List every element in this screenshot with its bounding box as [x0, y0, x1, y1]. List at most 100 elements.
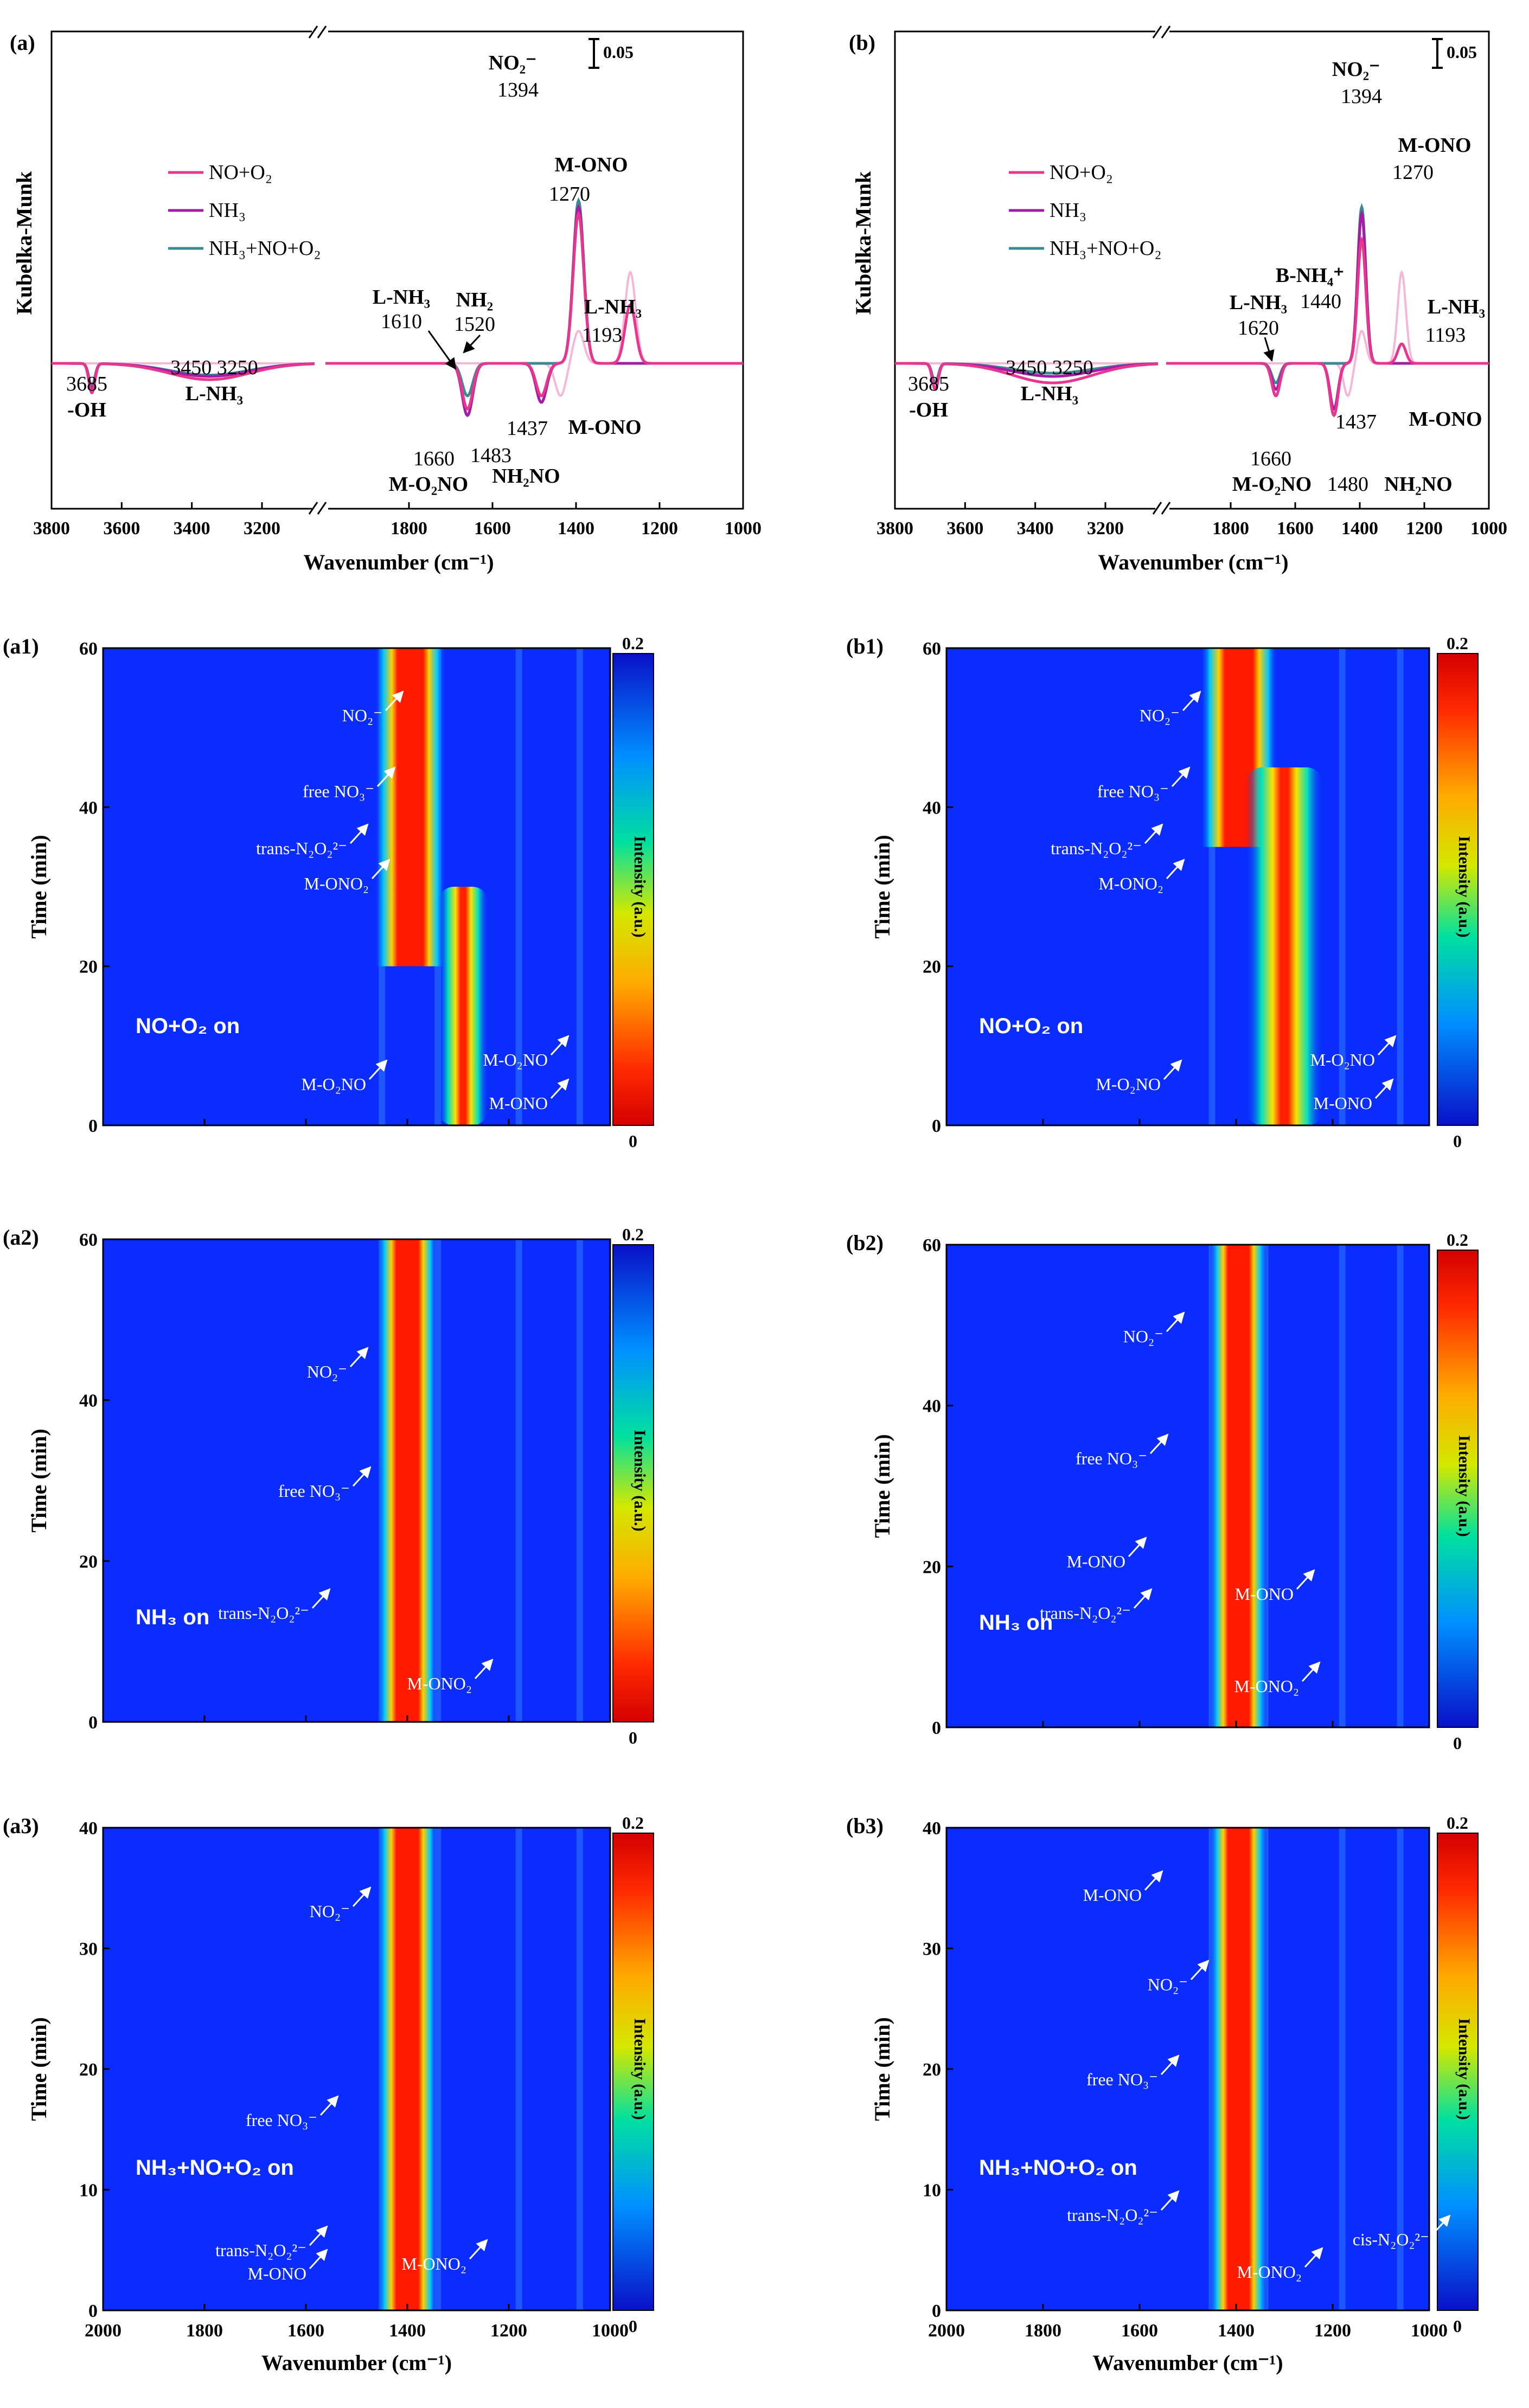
heatmap-background — [946, 1828, 1429, 2310]
band-annotation: M-ONO₂ — [407, 1674, 472, 1693]
colorbar-max-label: 0.2 — [622, 1225, 644, 1244]
annotation: NH₂NO — [1384, 473, 1452, 496]
heatmap-a1: (a1) 0 20 40 60 Time (min) NO+O₂ on 0.2 0 Intensi… — [3, 633, 654, 1151]
annotation-arrow — [474, 1658, 494, 1680]
annotation: -OH — [67, 399, 106, 421]
band-annotation: NO₂⁻ — [307, 1362, 347, 1381]
x-tick-label: 1400 — [1218, 2321, 1255, 2341]
annotation-arrow — [469, 2239, 488, 2260]
x-axis-label: Wavenumber (cm⁻¹) — [1098, 550, 1288, 574]
colorbar-min-label: 0 — [1453, 2316, 1462, 2336]
panel-label: (b2) — [846, 1231, 884, 1255]
band-annotation: M-ONO₂ — [1098, 874, 1163, 893]
x-tick-label: 2000 — [928, 2321, 965, 2341]
annotation: 1660 — [1250, 447, 1291, 470]
annotation-arrow — [1149, 1433, 1169, 1455]
y-axis-label: Time (min) — [27, 2017, 51, 2121]
heatmap-b3: (b3) 0 10 20 30 40 Time (min) 2000 1800 1600 1400 1… — [846, 1813, 1479, 2375]
heatmap-weak-band — [1339, 1245, 1346, 1727]
band-annotation: free NO₃⁻ — [1097, 782, 1169, 801]
y-tick-label: 60 — [79, 1230, 98, 1250]
legend-entry: NO+O₂ — [1050, 161, 1113, 184]
series-line — [1166, 236, 1489, 418]
band-annotation: M-ONO — [1314, 1093, 1372, 1113]
band-annotation: M-ONO — [248, 2264, 306, 2283]
band-annotation: free NO₃⁻ — [1086, 2070, 1158, 2089]
heatmap-weak-band — [515, 1828, 522, 2310]
y-tick-label: 20 — [923, 2060, 941, 2080]
panel-label: (b) — [849, 30, 875, 55]
x-tick-label: 1400 — [1341, 518, 1378, 539]
annotation-arrow — [309, 2249, 328, 2270]
panel-label: (b1) — [846, 634, 884, 658]
annotation: M-ONO — [1409, 408, 1482, 431]
x-axis-label: Wavenumber (cm⁻¹) — [1092, 2351, 1283, 2375]
x-tick-label: 1800 — [186, 2321, 223, 2341]
legend-entry: NH₃ — [1050, 199, 1086, 222]
band-annotation: cis-N₂O₂²⁻ — [1353, 2230, 1429, 2249]
annotation-arrow — [1171, 766, 1191, 787]
legend-entry: NH₃+NO+O₂ — [209, 237, 321, 260]
colorbar-max-label: 0.2 — [622, 1813, 644, 1833]
heatmap-band — [375, 648, 446, 966]
annotation: M-ONO — [568, 416, 641, 439]
heatmap-frame — [945, 1244, 1430, 1728]
y-axis-label: Time (min) — [870, 2017, 894, 2121]
x-tick-label: 1400 — [389, 2321, 426, 2341]
colorbar-label: Intensity (a.u.) — [631, 2018, 649, 2120]
band-annotation: NO₂⁻ — [1148, 1975, 1188, 1994]
x-tick-label: 3400 — [174, 518, 210, 539]
annotation: 1193 — [1425, 324, 1466, 347]
heatmap-background — [103, 1828, 610, 2310]
y-tick-label: 40 — [79, 1391, 98, 1411]
y-tick-label: 0 — [88, 1713, 98, 1733]
annotation: NH₂NO — [492, 465, 560, 488]
band-annotation: free NO₃⁻ — [1076, 1449, 1147, 1468]
annotation: 3450 3250 — [1006, 356, 1093, 379]
annotation: 1440 — [1300, 290, 1341, 313]
heatmap-a2: (a2) 0 20 40 60 Time (min) NH₃ on 0.2 0 Intensity… — [3, 1225, 654, 1747]
colorbar-label: Intensity (a.u.) — [1455, 1435, 1473, 1537]
annotation: 1193 — [582, 324, 623, 347]
colorbar — [612, 1833, 654, 2311]
colorbar — [1437, 1833, 1479, 2311]
x-tick-label: 3800 — [877, 518, 913, 539]
annotation-arrow — [349, 823, 369, 844]
heatmap-frame — [102, 1238, 611, 1723]
annotation: M-ONO — [1398, 134, 1471, 157]
annotation-arrow — [1144, 1870, 1163, 1891]
panel-label: (a1) — [3, 634, 39, 658]
heatmap-weak-band — [1397, 648, 1404, 1125]
annotation: M-ONO — [554, 153, 628, 176]
legend-entry: NH₃+NO+O₂ — [1050, 237, 1162, 260]
band-annotation: M-ONO — [1235, 1584, 1294, 1604]
annotation-arrow — [1431, 2214, 1451, 2236]
y-tick-label: 30 — [79, 1939, 98, 1959]
plot-frame-left — [894, 30, 1159, 510]
annotation-arrow — [1163, 1059, 1182, 1080]
band-annotation: trans-N₂O₂²⁻ — [1051, 838, 1142, 858]
annotation: B-NH₄⁺ — [1276, 264, 1344, 287]
x-axis-label: Wavenumber (cm⁻¹) — [261, 2351, 452, 2375]
y-tick-label: 40 — [923, 1818, 941, 1839]
y-tick-label: 10 — [79, 2181, 98, 2201]
heatmap-weak-band — [1397, 1828, 1404, 2310]
plot-frame-left — [50, 30, 316, 510]
band-annotation: trans-N₂O₂²⁻ — [218, 1603, 309, 1623]
annotation-arrow — [368, 1059, 388, 1080]
band-annotation: NO₂⁻ — [310, 1901, 350, 1921]
annotation: NH₂ — [456, 289, 493, 311]
band-annotation: free NO₃⁻ — [278, 1481, 350, 1501]
heatmap-b1: (b1) 0 20 40 60 Time (min) NO+O₂ on 0.2 0 Intensi… — [846, 633, 1479, 1151]
legend-entry: NH₃ — [209, 199, 246, 222]
y-tick-label: 60 — [923, 639, 941, 659]
heatmap-band — [376, 1239, 438, 1722]
condition-label: NH₃+NO+O₂ on — [979, 2156, 1137, 2180]
colorbar-label: Intensity (a.u.) — [1455, 836, 1473, 938]
annotation: L-NH₃ — [1230, 291, 1287, 314]
x-tick-label: 1000 — [1470, 518, 1507, 539]
panel-label: (a2) — [3, 1225, 39, 1250]
panel-a-spectra: (a) Kubelka-Munk 3800 3600 3400 3200 1800 160… — [10, 25, 762, 574]
condition-label: NO+O₂ on — [979, 1014, 1083, 1038]
